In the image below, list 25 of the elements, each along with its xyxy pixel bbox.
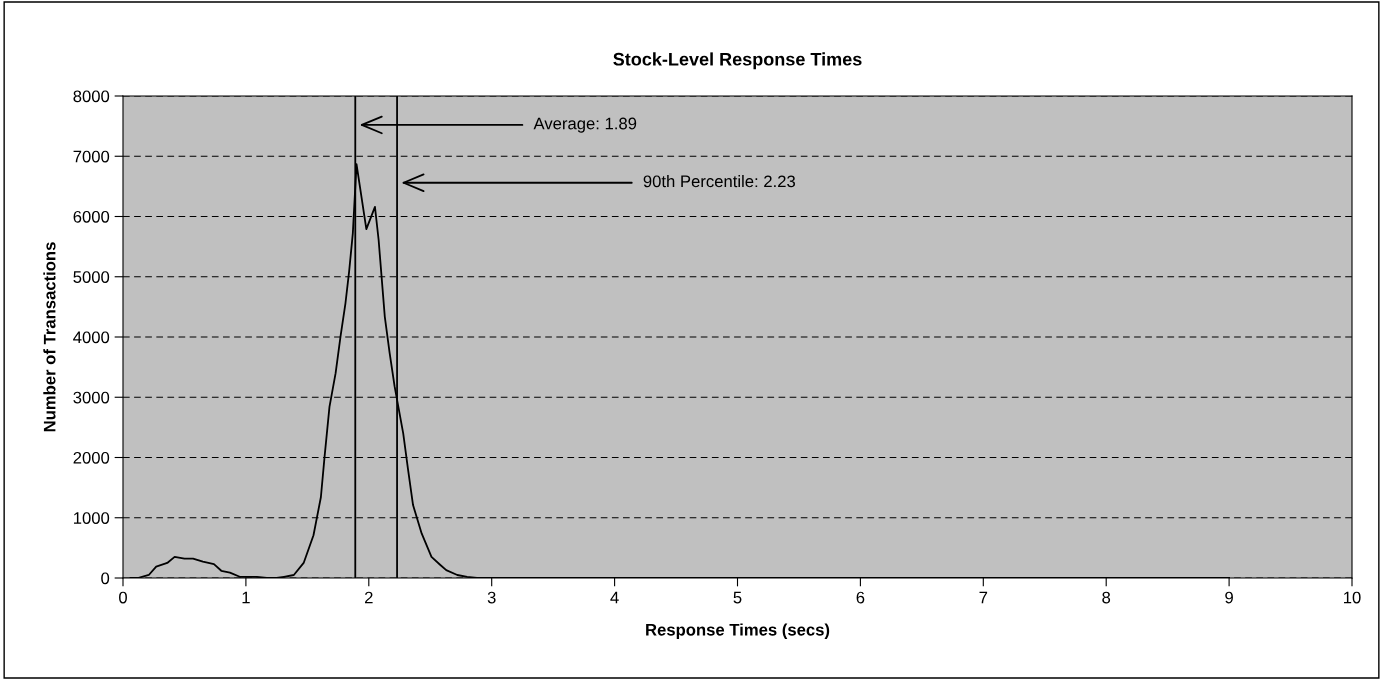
x-axis-title: Response Times (secs)	[646, 623, 830, 639]
x-tick-label: 3	[487, 591, 496, 604]
x-tick-label: 8	[1102, 591, 1111, 604]
x-tick-label: 6	[856, 591, 865, 604]
ref-line-label: 90th Percentile: 2.23	[643, 174, 796, 188]
y-tick-label: 2000	[73, 451, 110, 464]
x-tick-label: 5	[733, 591, 742, 604]
y-axis-title: Number of Transactions	[43, 242, 56, 432]
y-tick-label: 8000	[73, 90, 110, 103]
x-tick-label: 9	[1225, 591, 1233, 604]
x-tick-label: 2	[365, 591, 373, 604]
x-tick-label: 1	[242, 591, 250, 604]
x-tick-label: 4	[610, 591, 619, 604]
ref-line-label: Average: 1.89	[533, 117, 637, 133]
y-tick-label: 6000	[73, 210, 110, 223]
y-tick-label: 5000	[73, 271, 110, 283]
y-tick-label: 7000	[73, 150, 110, 163]
chart-title: Stock-Level Response Times	[613, 52, 862, 70]
y-tick-label: 0	[101, 572, 110, 585]
y-tick-label: 1000	[74, 512, 110, 524]
y-tick-label: 3000	[73, 391, 110, 404]
x-tick-label: 0	[119, 591, 127, 604]
x-tick-label: 7	[979, 591, 988, 604]
x-tick-label: 10	[1344, 591, 1361, 604]
y-tick-label: 4000	[73, 331, 110, 344]
